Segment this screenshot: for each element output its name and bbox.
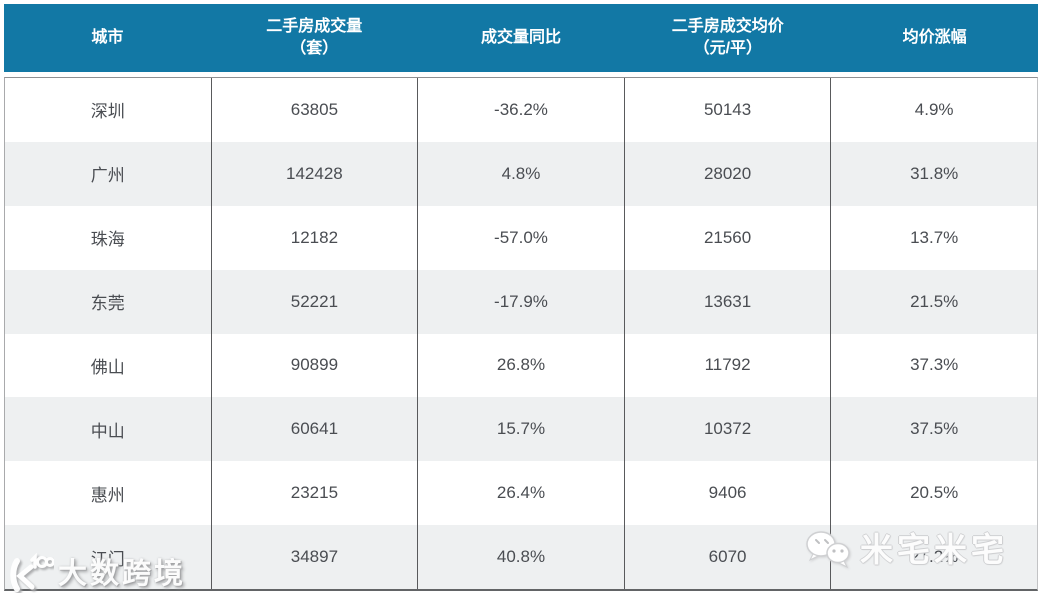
cell-volume: 63805 — [210, 78, 418, 142]
cell-volume: 52221 — [210, 269, 418, 334]
cell-city: 佛山 — [90, 357, 125, 377]
cell-volume-yoy: -17.9% — [417, 269, 624, 334]
cell-price-change: 13.7% — [830, 205, 1037, 270]
cell-price-change: 37.5% — [830, 397, 1037, 462]
table-row: 佛山 90899 26.8% 11792 37.3% — [5, 333, 1037, 398]
table-row: 惠州 23215 26.4% 9406 20.5% — [5, 461, 1037, 526]
cell-city: 江门 — [90, 549, 125, 569]
column-header-volume-yoy: 成交量同比 — [480, 29, 561, 47]
cell-volume: 90899 — [210, 333, 418, 398]
table-row: 珠海 12182 -57.0% 21560 13.7% — [5, 205, 1037, 270]
table-header: 城市 二手房成交量 （套） 成交量同比 二手房成交均价 （元/平） 均价涨幅 — [4, 4, 1038, 72]
cell-volume-yoy: -36.2% — [417, 78, 624, 142]
cell-avg-price: 11792 — [623, 333, 831, 398]
cell-volume-yoy: 26.4% — [417, 461, 624, 526]
table-row: 广州 142428 4.8% 28020 31.8% — [5, 141, 1037, 206]
table-row: 中山 60641 15.7% 10372 37.5% — [5, 397, 1037, 462]
cell-volume-yoy: -57.0% — [417, 205, 624, 270]
cell-avg-price: 10372 — [623, 397, 831, 462]
table-body: 深圳 63805 -36.2% 50143 4.9% 广州 142428 4.8% 28020 3… — [4, 77, 1038, 591]
cell-volume: 60641 — [210, 397, 418, 462]
cell-city: 珠海 — [90, 230, 125, 250]
cell-volume-yoy: 15.7% — [417, 397, 624, 462]
cell-volume-yoy: 4.8% — [417, 141, 624, 206]
table-row: 江门 34897 40.8% 6070 21.2% — [5, 525, 1037, 589]
cell-volume-yoy: 40.8% — [417, 525, 624, 589]
cell-volume: 34897 — [210, 525, 418, 589]
cell-volume: 12182 — [210, 205, 418, 270]
table-row: 深圳 63805 -36.2% 50143 4.9% — [5, 78, 1037, 142]
cell-avg-price: 21560 — [623, 205, 831, 270]
cell-price-change: 21.5% — [830, 269, 1037, 334]
column-header-city: 城市 — [91, 29, 124, 47]
cell-price-change: 37.3% — [830, 333, 1037, 398]
cell-price-change: 20.5% — [830, 461, 1037, 526]
cell-city: 广州 — [90, 166, 125, 186]
cell-city: 惠州 — [90, 485, 125, 505]
column-header-volume: 二手房成交量 （套） — [266, 18, 363, 57]
cell-price-change: 21.2% — [830, 525, 1037, 589]
column-header-price-change: 均价涨幅 — [902, 29, 967, 47]
cell-avg-price: 28020 — [623, 141, 831, 206]
cell-avg-price: 6070 — [623, 525, 831, 589]
cell-volume: 23215 — [210, 461, 418, 526]
cell-avg-price: 50143 — [623, 78, 831, 142]
housing-data-table-page: 城市 二手房成交量 （套） 成交量同比 二手房成交均价 （元/平） 均价涨幅 深… — [4, 4, 1038, 593]
cell-city: 东莞 — [90, 294, 125, 314]
column-header-avg-price: 二手房成交均价 （元/平） — [671, 18, 784, 57]
table-row: 东莞 52221 -17.9% 13631 21.5% — [5, 269, 1037, 334]
cell-city: 中山 — [90, 421, 125, 441]
cell-city: 深圳 — [90, 102, 125, 122]
cell-price-change: 4.9% — [830, 78, 1037, 142]
cell-avg-price: 9406 — [623, 461, 831, 526]
cell-volume-yoy: 26.8% — [417, 333, 624, 398]
cell-volume: 142428 — [210, 141, 418, 206]
cell-avg-price: 13631 — [623, 269, 831, 334]
cell-price-change: 31.8% — [830, 141, 1037, 206]
